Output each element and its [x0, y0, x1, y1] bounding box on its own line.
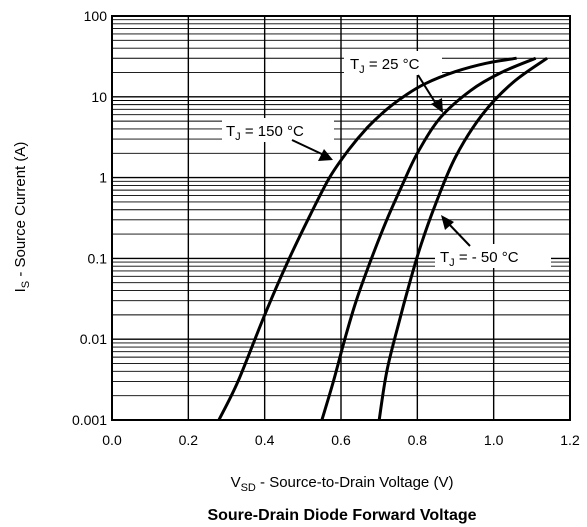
chart-caption: Soure-Drain Diode Forward Voltage: [207, 507, 476, 524]
y-tick-label: 0.001: [72, 412, 107, 428]
y-tick-label: 0.1: [88, 250, 108, 266]
series-line-1: [320, 56, 537, 421]
x-tick-label: 0.2: [179, 432, 199, 448]
y-axis-title: IS - Source Current (A): [12, 142, 32, 293]
annotation-tj-150: TJ = 150 °C: [222, 118, 334, 161]
y-tick-labels: 0.001 0.01 0.1 1 10 100: [72, 8, 107, 428]
chart-grid: [111, 16, 571, 421]
plot-frame: [111, 15, 571, 421]
series-line-2: [377, 56, 548, 421]
series-line-0: [217, 56, 517, 421]
x-tick-label: 1.2: [560, 432, 580, 448]
annotation-label-150: TJ = 150 °C: [226, 123, 304, 143]
x-tick-label: 0.6: [331, 432, 351, 448]
annotation-label-25: TJ = 25 °C: [350, 56, 420, 76]
annotation-tj-minus-50: TJ = - 50 °C: [435, 215, 551, 269]
x-tick-labels: 0.0 0.2 0.4 0.6 0.8 1.0 1.2: [102, 432, 580, 448]
annotation-label-minus-50: TJ = - 50 °C: [440, 249, 519, 269]
x-tick-label: 0.8: [408, 432, 428, 448]
annotation-tj-25: TJ = 25 °C: [344, 51, 443, 113]
annotations: TJ = 25 °C TJ = 150 °C TJ = - 50 °C: [222, 51, 551, 269]
y-tick-label: 100: [84, 8, 108, 24]
y-tick-label: 10: [91, 89, 107, 105]
y-tick-label: 1: [99, 170, 107, 186]
x-axis-title: VSD - Source-to-Drain Voltage (V): [231, 474, 454, 494]
y-tick-label: 0.01: [80, 331, 107, 347]
x-tick-label: 1.0: [484, 432, 504, 448]
chart-curves: [217, 56, 548, 421]
x-tick-label: 0.0: [102, 432, 122, 448]
x-tick-label: 0.4: [255, 432, 275, 448]
